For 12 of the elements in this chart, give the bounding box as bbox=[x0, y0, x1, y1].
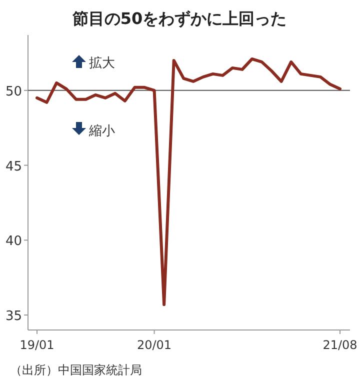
text: （出所）中国国家統計局 bbox=[10, 363, 142, 377]
x-tick-label: 20/01 bbox=[136, 338, 172, 352]
x-tick-label: 21/08 bbox=[322, 338, 358, 352]
y-tick-label: 40 bbox=[5, 234, 22, 250]
x-tick-label: 19/01 bbox=[20, 338, 54, 352]
y-tick-label: 50 bbox=[5, 84, 22, 100]
chart-title: 節目の50をわずかに上回った bbox=[71, 9, 287, 28]
annotation: 拡大 bbox=[89, 56, 115, 71]
y-tick-label: 45 bbox=[5, 159, 22, 174]
y-tick-label: 35 bbox=[5, 309, 22, 324]
line-series bbox=[36, 57, 342, 306]
annotation: 縮小 bbox=[88, 124, 115, 139]
